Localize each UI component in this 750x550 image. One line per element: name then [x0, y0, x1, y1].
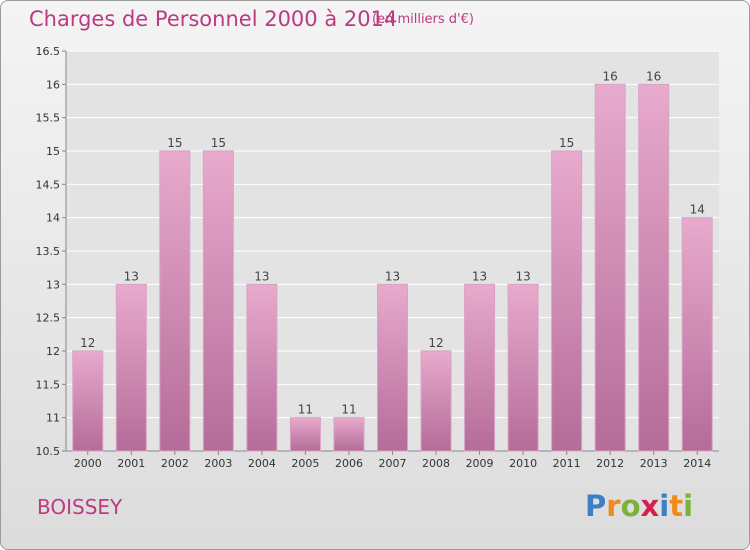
chart-title: Charges de Personnel 2000 à 2014 [29, 7, 398, 31]
x-tick-label: 2002 [161, 457, 189, 470]
data-label: 14 [690, 203, 705, 217]
data-label: 13 [472, 269, 487, 283]
x-tick-label: 2009 [466, 457, 494, 470]
y-tick-label: 16.5 [36, 45, 61, 58]
logo-letter: i [659, 489, 670, 523]
logo-letter: r [606, 489, 621, 523]
data-label: 12 [80, 336, 95, 350]
data-label: 13 [254, 269, 269, 283]
proxiti-logo: Proxiti [585, 489, 693, 523]
bar [333, 417, 365, 452]
logo-letter: i [683, 489, 694, 523]
x-tick-label: 2004 [248, 457, 276, 470]
x-tick-label: 2001 [117, 457, 145, 470]
bar [72, 350, 104, 452]
y-tick-label: 13 [46, 278, 60, 291]
data-label: 13 [124, 269, 139, 283]
data-label: 12 [428, 336, 443, 350]
data-label: 16 [603, 69, 618, 83]
x-tick-label: 2005 [291, 457, 319, 470]
bar [507, 283, 539, 452]
bar [638, 83, 670, 452]
data-label: 13 [515, 269, 530, 283]
y-tick-label: 14 [46, 212, 60, 225]
x-tick-label: 2003 [204, 457, 232, 470]
x-tick-label: 2012 [596, 457, 624, 470]
data-label: 15 [167, 136, 182, 150]
y-tick-label: 15 [46, 145, 60, 158]
x-tick-label: 2010 [509, 457, 537, 470]
y-tick-label: 11.5 [36, 378, 61, 391]
y-tick-label: 12 [46, 345, 60, 358]
bar [377, 283, 408, 452]
x-tick-label: 2006 [335, 457, 363, 470]
y-tick-label: 13.5 [36, 245, 61, 258]
bar [594, 83, 626, 452]
bar [202, 150, 234, 452]
bar [420, 350, 452, 452]
bar [115, 283, 147, 452]
x-tick-label: 2014 [683, 457, 711, 470]
x-tick-label: 2011 [553, 457, 581, 470]
data-label: 15 [559, 136, 574, 150]
data-label: 15 [211, 136, 226, 150]
data-label: 11 [341, 403, 356, 417]
logo-letter: o [620, 489, 641, 523]
x-tick-label: 2013 [640, 457, 668, 470]
data-label: 16 [646, 69, 661, 83]
bar [551, 150, 583, 452]
x-tick-label: 2007 [379, 457, 407, 470]
y-tick-label: 14.5 [36, 178, 61, 191]
chart-subtitle: (en milliers d'€) [372, 12, 474, 27]
data-label: 11 [298, 403, 313, 417]
data-label: 13 [385, 269, 400, 283]
y-tick-label: 16 [46, 78, 60, 91]
x-tick-label: 2008 [422, 457, 450, 470]
logo-letter: t [669, 489, 684, 523]
y-tick-label: 10.5 [36, 445, 61, 458]
x-tick-label: 2000 [74, 457, 102, 470]
y-tick-label: 15.5 [36, 112, 61, 125]
bar [246, 283, 278, 452]
commune-name: BOISSEY [37, 495, 123, 519]
logo-letter: x [640, 489, 660, 523]
bar [681, 217, 713, 452]
bar [289, 417, 321, 452]
bar [159, 150, 191, 452]
logo-letter: P [585, 489, 607, 523]
y-tick-label: 11 [46, 412, 60, 425]
y-tick-label: 12.5 [36, 312, 61, 325]
bar [464, 283, 496, 452]
